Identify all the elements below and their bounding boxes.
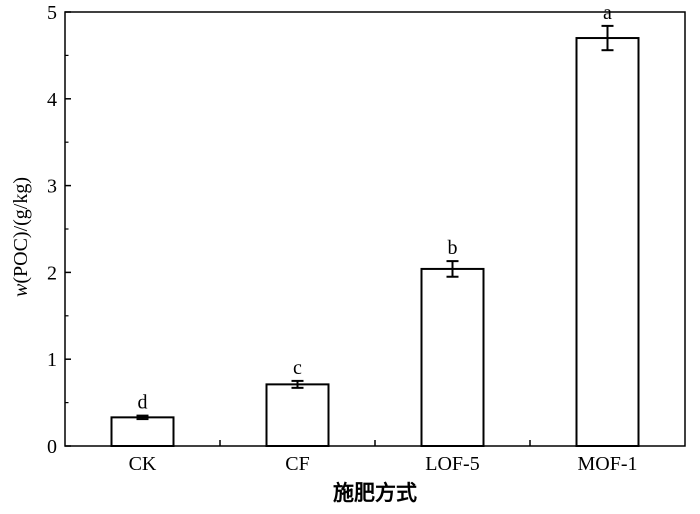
significance-labels-group: d c b a (138, 2, 613, 414)
y-tick-label: 0 (47, 436, 57, 458)
significance-label-lof-5: b (448, 237, 458, 259)
significance-label-cf: c (293, 357, 302, 379)
bar-cf (265, 383, 330, 448)
bars-group (110, 37, 640, 448)
y-axis-title: w(POC)/(g/kg) (10, 177, 32, 297)
y-tick-label: 5 (47, 2, 57, 24)
axes-group: CK CF LOF-5 MOF-1 0 1 2 3 4 5 (47, 2, 686, 475)
y-tick-label: 4 (47, 89, 57, 111)
significance-label-ck: d (138, 392, 148, 414)
error-bars-group (136, 24, 614, 421)
x-axis-title: 施肥方式 (333, 481, 417, 505)
significance-label-mof-1: a (603, 2, 612, 24)
x-tick-label-lof-5: LOF-5 (425, 453, 479, 475)
bar-lof-5 (420, 267, 485, 448)
x-tick-label-ck: CK (129, 453, 157, 475)
bar-mof-1 (575, 37, 640, 447)
y-axis-title-unit: (POC)/(g/kg) (10, 177, 32, 284)
y-axis-title-variable: w (10, 283, 32, 297)
x-tick-label-mof-1: MOF-1 (577, 453, 637, 475)
y-tick-label: 2 (47, 262, 57, 284)
y-tick-label: 1 (47, 349, 57, 371)
x-tick-label-cf: CF (285, 453, 309, 475)
y-tick-label: 3 (47, 176, 57, 198)
bar-ck (110, 416, 175, 447)
